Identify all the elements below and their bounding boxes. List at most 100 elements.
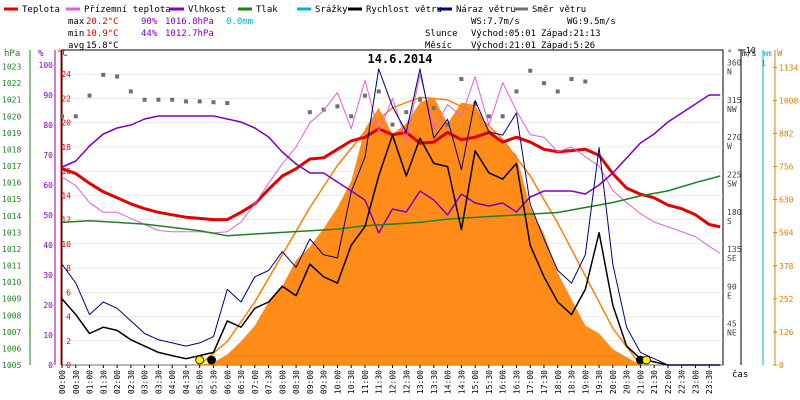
x-tick: 07:30 [265, 370, 274, 394]
solar-tick: 630 [779, 196, 794, 205]
direction-label: NW [727, 105, 737, 114]
x-tick: 18:30 [568, 370, 577, 394]
direction-tick: 270 [727, 133, 742, 142]
solar-tick: 378 [779, 262, 794, 271]
series-8-point [390, 122, 395, 127]
stats-min-hum: 44% [141, 29, 158, 39]
sun-set: Západ:21:13 [541, 29, 601, 39]
humidity-unit: % [38, 49, 44, 59]
solar-tick: 1134 [779, 63, 798, 72]
temperature-tick: 10 [61, 240, 71, 249]
series-8-point [404, 110, 409, 115]
solar-tick: 1008 [779, 96, 798, 105]
x-tick: 20:30 [623, 370, 632, 394]
direction-label: NE [727, 329, 737, 338]
direction-tick: 45 [727, 320, 737, 329]
series-8-point [486, 114, 491, 119]
series-8-point [321, 107, 326, 112]
wind-tick: 10 [746, 46, 756, 55]
series-8-point [445, 122, 450, 127]
humidity-tick: 70 [43, 151, 53, 160]
x-tick: 00:30 [72, 370, 81, 394]
direction-tick: 135 [727, 245, 742, 254]
series-2-line [61, 94, 721, 234]
series-8-point [197, 99, 202, 104]
series-8-point [101, 72, 106, 77]
series-8-point [473, 101, 478, 106]
stats-block: max 20.2°C 90% 1016.8hPa 0.0mm min 10.9°… [68, 17, 253, 51]
x-axis: 00:00 00:30 01:00 01:30 02:00 02:30 03:00 03:30… [58, 365, 714, 394]
legend-label: Srážky [315, 5, 348, 15]
pressure-tick: 1009 [2, 295, 21, 304]
temperature-tick: 22 [61, 94, 71, 103]
plot-area [60, 68, 721, 366]
x-tick: 23:00 [691, 370, 700, 394]
x-tick: 02:30 [127, 370, 136, 394]
series-8-point [225, 101, 230, 106]
stats-max-press: 1016.8hPa [165, 17, 214, 27]
series-8-point [142, 97, 147, 102]
x-tick: 03:00 [141, 370, 150, 394]
pressure-tick: 1017 [2, 162, 21, 171]
x-tick: 06:00 [223, 370, 232, 394]
humidity-tick: 20 [43, 301, 53, 310]
stats-avg-temp: 15.8°C [86, 41, 119, 51]
pressure-tick: 1020 [2, 112, 21, 121]
pressure-tick: 1013 [2, 228, 21, 237]
solar-tick: 0 [779, 361, 784, 370]
solar-tick: 882 [779, 129, 794, 138]
pressure-tick: 1012 [2, 245, 21, 254]
x-tick: 06:30 [237, 370, 246, 394]
rain-tick: 1 [761, 59, 766, 68]
x-tick: 12:00 [389, 370, 398, 394]
wind-sun-info: WS:7.7m/s WG:9.5m/s Slunce Východ:05:01 … [425, 17, 616, 51]
humidity-tick: 0 [48, 361, 53, 370]
x-tick: 03:30 [154, 370, 163, 394]
series-8-point [362, 93, 367, 98]
pressure-tick: 1008 [2, 311, 21, 320]
pressure-tick: 1016 [2, 179, 21, 188]
stats-avg-label: avg [68, 41, 84, 51]
moon-rise: Východ:21:01 [471, 41, 536, 51]
direction-label: N [727, 68, 732, 77]
x-tick: 21:00 [636, 370, 645, 394]
wind-speed-info: WS:7.7m/s [471, 17, 520, 27]
x-tick: 15:00 [471, 370, 480, 394]
solar-unit: W [777, 49, 783, 59]
humidity-tick: 100 [39, 61, 54, 70]
direction-label: E [727, 291, 732, 300]
temperature-tick: 0 [66, 361, 71, 370]
series-8-point [500, 114, 505, 119]
legend-label: Rychlost větru [366, 5, 442, 15]
x-tick: 21:30 [650, 370, 659, 394]
legend-label: Přízemní teplota [84, 5, 171, 15]
x-tick: 07:00 [251, 370, 260, 394]
pressure-tick: 1011 [2, 262, 21, 271]
x-axis-label: čas [732, 369, 748, 380]
solar-tick: 756 [779, 163, 794, 172]
pressure-tick: 1023 [2, 63, 21, 72]
pressure-tick: 1005 [2, 361, 21, 370]
sun-label: Slunce [425, 29, 458, 39]
direction-tick: 90 [727, 282, 737, 291]
legend-label: Tlak [256, 5, 278, 15]
x-tick: 22:00 [664, 370, 673, 394]
pressure-tick: 1015 [2, 195, 21, 204]
direction-tick: 315 [727, 96, 742, 105]
x-tick: 05:00 [196, 370, 205, 394]
sun-rise: Východ:05:01 [471, 29, 536, 39]
series-8-point [128, 89, 133, 94]
chart-title: 14.6.2014 [367, 52, 432, 66]
x-tick: 01:30 [99, 370, 108, 394]
solar-tick: 504 [779, 229, 794, 238]
x-tick: 22:30 [678, 370, 687, 394]
series-8-point [170, 97, 175, 102]
series-8-point [349, 114, 354, 119]
direction-tick: 180 [727, 208, 742, 217]
moon-label: Měsíc [425, 41, 452, 51]
x-tick: 13:00 [416, 370, 425, 394]
x-tick: 16:00 [499, 370, 508, 394]
stats-min-press: 1012.7hPa [165, 29, 214, 39]
x-tick: 04:00 [168, 370, 177, 394]
humidity-tick: 60 [43, 181, 53, 190]
